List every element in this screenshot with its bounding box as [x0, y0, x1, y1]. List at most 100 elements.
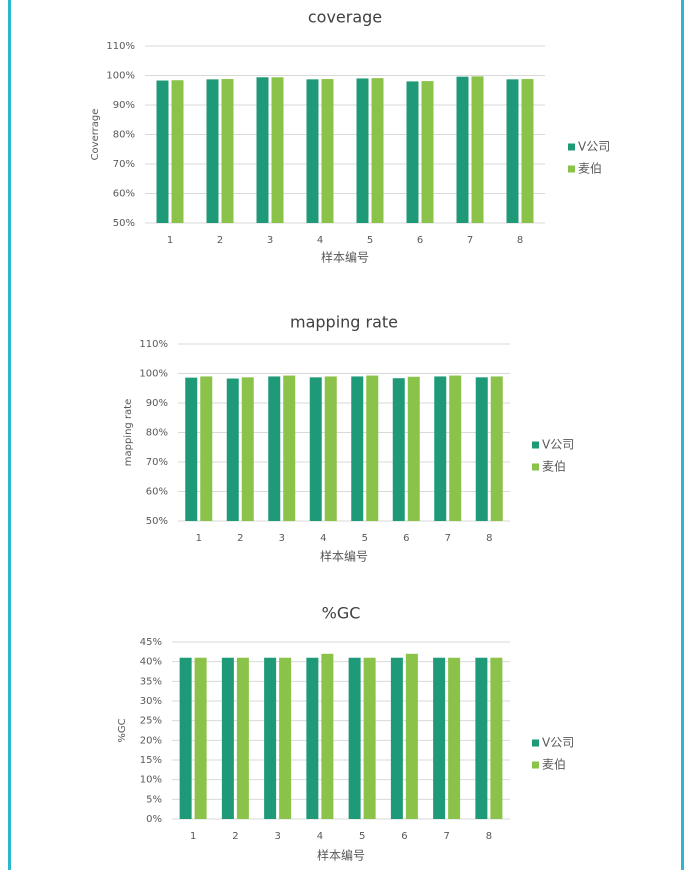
y-tick-label: 100% [106, 71, 135, 82]
bar [264, 657, 277, 819]
bar [279, 657, 292, 819]
bar [448, 657, 461, 819]
bar [206, 79, 219, 224]
x-tick-label: 8 [486, 533, 492, 544]
y-tick-label: 80% [146, 428, 168, 439]
legend-swatch [568, 143, 575, 151]
bar [236, 657, 249, 819]
x-tick-label: 2 [232, 831, 238, 842]
y-tick-label: 45% [140, 637, 162, 648]
legend-swatch [568, 165, 575, 173]
chart-title: mapping rate [290, 313, 398, 332]
legend-swatch [532, 463, 539, 471]
x-tick-label: 3 [267, 235, 273, 246]
y-tick-label: 25% [140, 716, 162, 727]
x-tick-label: 7 [443, 831, 449, 842]
bar [405, 653, 418, 819]
bar [221, 657, 234, 819]
bar [321, 79, 334, 223]
y-tick-label: 35% [140, 676, 162, 687]
bar [321, 653, 334, 819]
bar [366, 375, 379, 521]
legend-swatch [532, 761, 539, 769]
bar [241, 377, 254, 521]
y-tick-label: 100% [139, 369, 168, 380]
x-tick-label: 1 [196, 533, 202, 544]
y-tick-label: 40% [140, 657, 162, 668]
legend-swatch [532, 441, 539, 449]
y-tick-label: 110% [139, 339, 168, 350]
bar [434, 376, 447, 521]
bar [456, 76, 469, 224]
legend-swatch [532, 739, 539, 747]
bar [221, 79, 234, 223]
bar [371, 78, 384, 223]
x-tick-label: 2 [237, 533, 243, 544]
y-tick-label: 15% [140, 755, 162, 766]
x-tick-label: 8 [517, 235, 523, 246]
bar [490, 657, 503, 819]
bar [449, 375, 462, 521]
bar [406, 81, 419, 224]
bar [421, 81, 434, 223]
bar [179, 657, 192, 819]
y-tick-label: 70% [146, 457, 168, 468]
legend-label: 麦伯 [542, 459, 566, 474]
y-axis-label: Coverrage [90, 109, 101, 161]
chart-title: coverage [308, 8, 382, 27]
bar [506, 79, 519, 224]
x-tick-label: 4 [317, 831, 323, 842]
bar [490, 376, 503, 521]
x-tick-label: 1 [167, 235, 173, 246]
y-axis-label: %GC [117, 718, 128, 742]
bar [306, 79, 319, 224]
bar [324, 376, 337, 521]
bar [390, 657, 403, 819]
bar [521, 79, 534, 223]
y-tick-label: 20% [140, 735, 162, 746]
y-tick-label: 70% [113, 159, 135, 170]
chart-title: %GC [322, 604, 361, 623]
bar [226, 378, 239, 521]
y-tick-label: 5% [146, 794, 162, 805]
x-tick-label: 2 [217, 235, 223, 246]
x-axis-label: 样本编号 [321, 250, 369, 265]
y-tick-label: 0% [146, 814, 162, 825]
bar [392, 378, 405, 521]
y-tick-label: 10% [140, 775, 162, 786]
legend-label: V公司 [578, 140, 610, 154]
y-tick-label: 110% [106, 41, 135, 52]
bar [407, 376, 420, 521]
x-tick-label: 5 [362, 533, 368, 544]
x-tick-label: 6 [401, 831, 407, 842]
x-tick-label: 7 [445, 533, 451, 544]
x-tick-label: 4 [317, 235, 323, 246]
x-tick-label: 5 [359, 831, 365, 842]
bar [356, 78, 369, 223]
bar [433, 657, 446, 819]
bar [309, 377, 322, 521]
x-tick-label: 5 [367, 235, 373, 246]
bar [351, 376, 364, 521]
bar [475, 377, 488, 521]
bar [471, 76, 484, 223]
x-tick-label: 1 [190, 831, 196, 842]
y-tick-label: 90% [113, 100, 135, 111]
x-tick-label: 3 [279, 533, 285, 544]
bar [171, 80, 184, 223]
bar [268, 376, 281, 521]
x-axis-label: 样本编号 [320, 549, 368, 564]
x-tick-label: 6 [403, 533, 409, 544]
legend-label: V公司 [542, 736, 574, 750]
border-left [8, 0, 11, 870]
legend-label: 麦伯 [578, 161, 602, 176]
x-tick-label: 3 [274, 831, 280, 842]
y-tick-label: 80% [113, 130, 135, 141]
x-tick-label: 6 [417, 235, 423, 246]
border-right [681, 0, 684, 870]
y-tick-label: 60% [113, 189, 135, 200]
legend-label: 麦伯 [542, 757, 566, 772]
bar [194, 657, 207, 819]
